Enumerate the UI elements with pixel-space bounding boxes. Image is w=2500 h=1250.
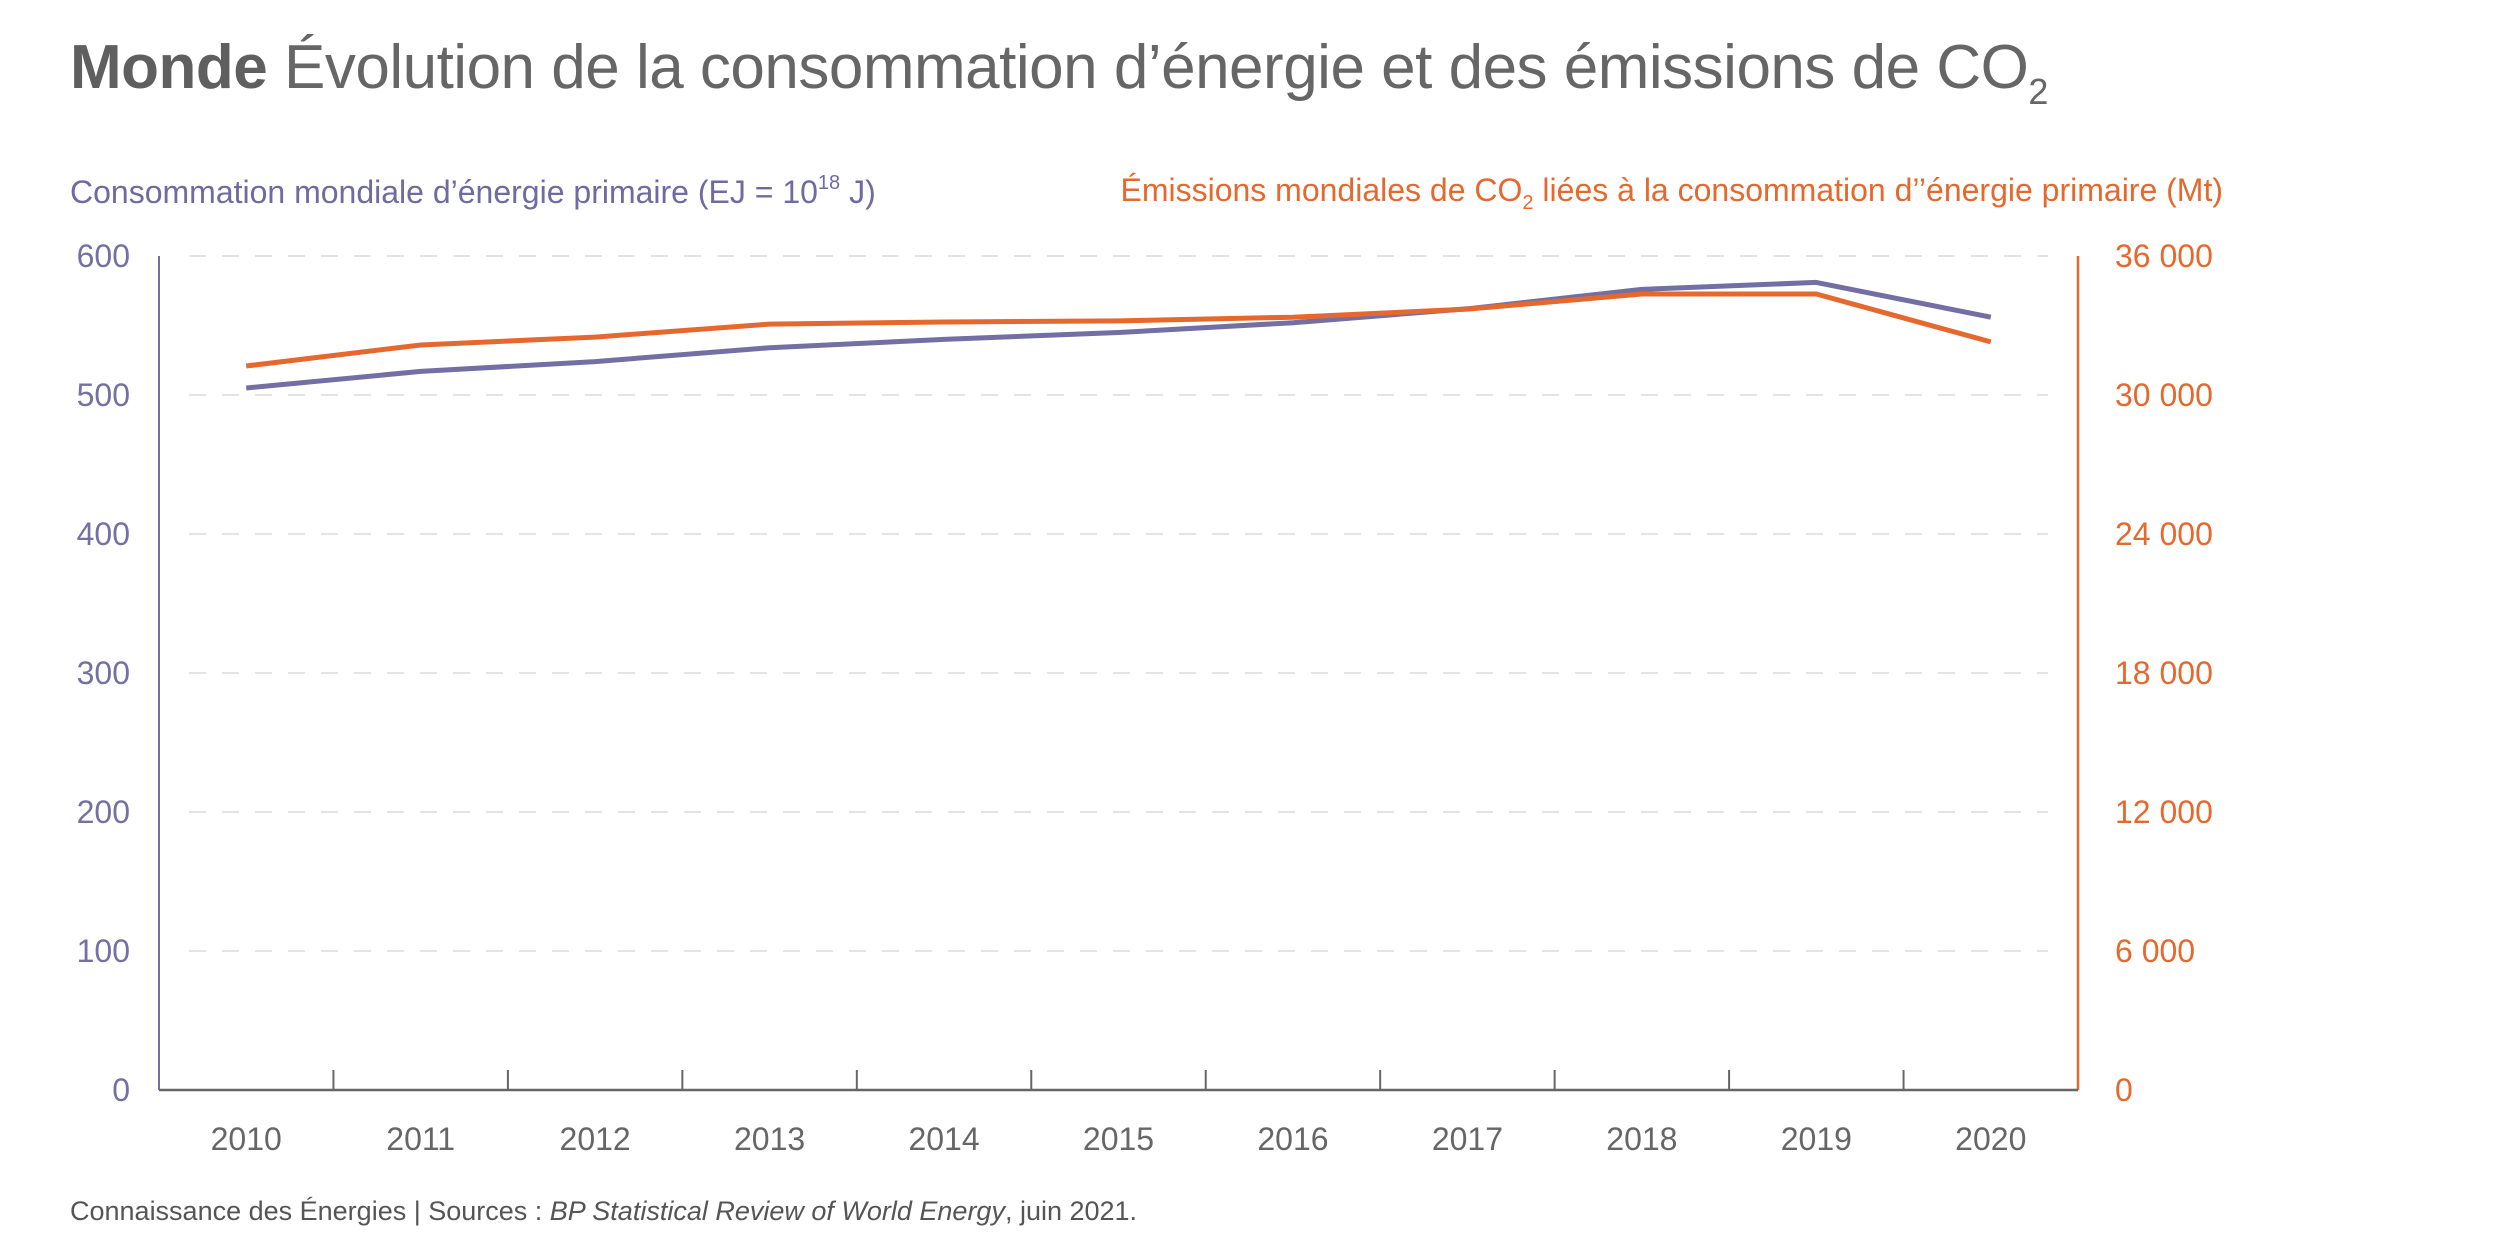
footer-source: BP Statistical Review of World Energy — [549, 1196, 1005, 1226]
title-region: Monde — [70, 33, 268, 102]
tick-labels: 0 100 200 300 400 500 600 0 6 000 12 000 18 000 24 … — [77, 238, 2213, 1157]
title-text: Évolution de la consommation d’énergie e… — [283, 33, 2029, 102]
right-tick-label: 0 — [2115, 1072, 2133, 1108]
x-tick-label: 2020 — [1955, 1121, 2026, 1157]
x-tick-label: 2010 — [211, 1121, 282, 1157]
right-axis-title-text: Émissions mondiales de CO — [1120, 172, 1523, 208]
right-axis-title-end: liées à la consommation d’’énergie prima… — [1533, 172, 2223, 208]
right-tick-label: 18 000 — [2115, 655, 2213, 691]
series-lines — [245, 279, 1992, 391]
energy-consumption-line — [245, 279, 1992, 391]
x-tick-label: 2013 — [734, 1121, 805, 1157]
co2-emissions-line — [245, 291, 1992, 369]
left-axis-title-text: Consommation mondiale d’énergie primaire… — [70, 174, 818, 210]
left-axis-title-sup: 18 — [817, 172, 841, 194]
right-tick-label: 30 000 — [2115, 377, 2213, 413]
left-tick-label: 100 — [77, 933, 130, 969]
x-tick-label: 2014 — [908, 1121, 979, 1157]
right-axis-title-sub: 2 — [1522, 192, 1534, 214]
source-footer: Connaissance des Énergies | Sources : BP… — [70, 1196, 1137, 1227]
x-tick-label: 2012 — [560, 1121, 631, 1157]
right-tick-label: 24 000 — [2115, 516, 2213, 552]
left-tick-label: 400 — [77, 516, 130, 552]
left-axis-title: Consommation mondiale d’énergie primaire… — [70, 172, 876, 211]
left-tick-label: 600 — [77, 238, 130, 274]
left-tick-label: 300 — [77, 655, 130, 691]
x-tick-label: 2015 — [1083, 1121, 1154, 1157]
left-tick-label: 0 — [112, 1072, 130, 1108]
left-tick-label: 200 — [77, 794, 130, 830]
x-tick-label: 2016 — [1257, 1121, 1328, 1157]
x-tick-label: 2017 — [1432, 1121, 1503, 1157]
left-tick-label: 500 — [77, 377, 130, 413]
gridlines — [189, 255, 2048, 952]
left-axis-title-end: J) — [840, 174, 876, 210]
footer-prefix: Connaissance des Énergies | Sources : — [70, 1196, 550, 1226]
chart-title: Monde Évolution de la consommation d’éne… — [70, 32, 2048, 113]
right-tick-label: 36 000 — [2115, 238, 2213, 274]
right-tick-label: 6 000 — [2115, 933, 2195, 969]
axes — [158, 256, 2080, 1092]
x-tick-label: 2019 — [1781, 1121, 1852, 1157]
x-tick-label: 2011 — [386, 1121, 455, 1157]
title-subscript: 2 — [2028, 71, 2048, 112]
right-tick-label: 12 000 — [2115, 794, 2213, 830]
footer-suffix: , juin 2021. — [1004, 1196, 1138, 1226]
right-axis-title: Émissions mondiales de CO2 liées à la co… — [1120, 172, 2223, 215]
x-tick-label: 2018 — [1606, 1121, 1677, 1157]
